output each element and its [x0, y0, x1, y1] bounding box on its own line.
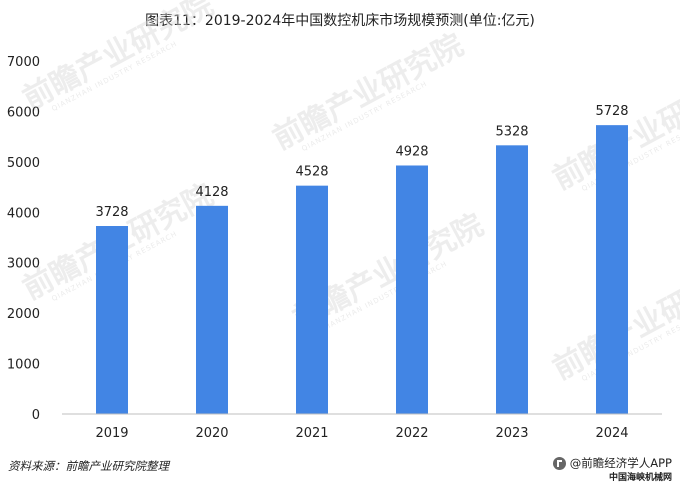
qianzhan-logo-icon: [552, 457, 566, 470]
x-tick-label: 2019: [95, 426, 128, 441]
bar-2019: [96, 226, 128, 414]
watermark-text: 前瞻产业研究院: [267, 28, 469, 157]
bar-value-label: 4928: [395, 144, 428, 159]
bar-2023: [496, 145, 528, 414]
y-tick-label: 5000: [7, 156, 40, 171]
bar-value-label: 3728: [95, 205, 128, 220]
y-tick-label: 4000: [7, 206, 40, 221]
x-tick-label: 2024: [595, 426, 628, 441]
y-tick-label: 7000: [7, 55, 40, 70]
chart-title: 图表11：2019-2024年中国数控机床市场规模预测(单位:亿元): [145, 13, 535, 29]
watermark-text: 前瞻产业研究院: [17, 0, 219, 117]
y-tick-label: 3000: [7, 257, 40, 272]
x-tick-label: 2020: [195, 426, 228, 441]
bar-2021: [296, 185, 328, 414]
bar-value-label: 4528: [295, 165, 328, 180]
x-tick-label: 2023: [495, 426, 528, 441]
source-note: 资料来源：前瞻产业研究院整理: [8, 459, 169, 473]
y-tick-label: 0: [32, 408, 40, 423]
bar-value-label: 5328: [495, 124, 528, 139]
x-axis: 2019 2020 2021 2022 2023 2024: [62, 413, 662, 441]
x-tick-label: 2021: [295, 426, 328, 441]
brand-credit: @前瞻经济学人APP 中国海峡机械网: [552, 456, 672, 486]
bar-value-label: 5728: [595, 104, 628, 119]
bars-group: 3728 4128 4528 4928 5328 5728: [95, 104, 629, 414]
y-tick-label: 2000: [7, 307, 40, 322]
y-tick-label: 1000: [7, 358, 40, 373]
y-axis: 0 1000 2000 3000 4000 5000 6000 7000: [7, 55, 40, 423]
y-tick-label: 6000: [7, 105, 40, 120]
bar-value-label: 4128: [195, 185, 228, 200]
bar-2020: [196, 205, 228, 414]
brand-label: @前瞻经济学人APP: [569, 456, 672, 470]
bar-2024: [596, 125, 628, 414]
bar-2022: [396, 165, 428, 414]
site-label: 中国海峡机械网: [608, 473, 672, 483]
x-tick-label: 2022: [395, 426, 428, 441]
